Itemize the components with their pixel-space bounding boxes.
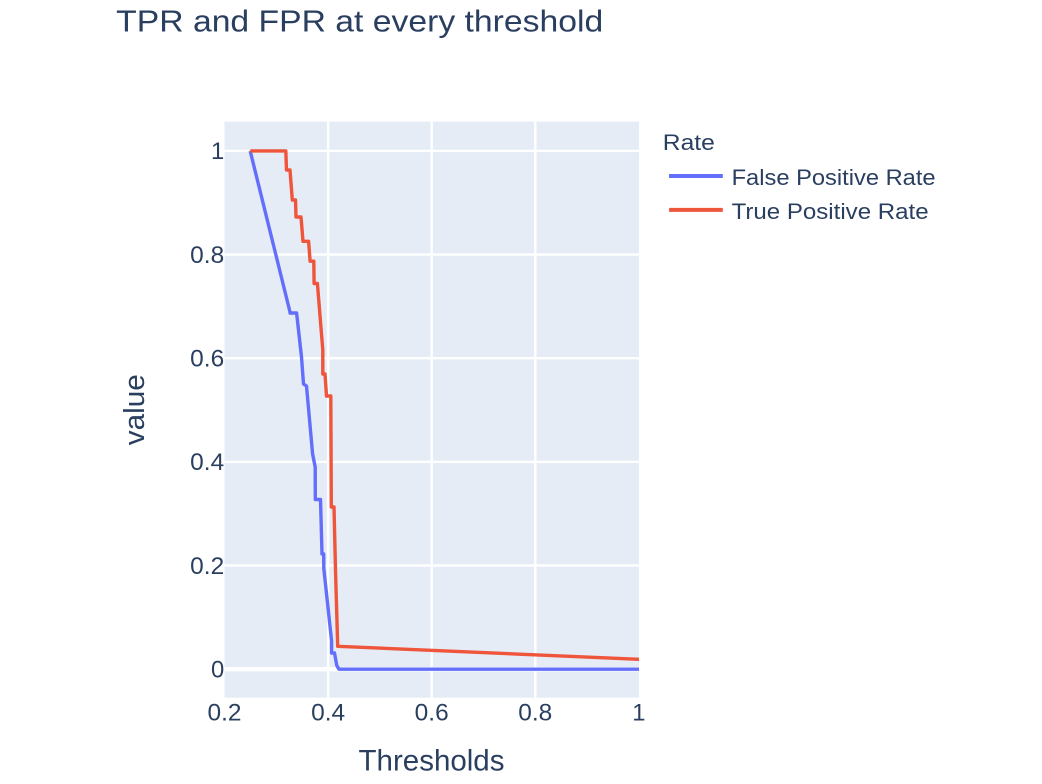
svg-text:False Positive Rate: False Positive Rate: [732, 165, 936, 190]
svg-text:0.4: 0.4: [311, 700, 345, 727]
svg-text:value: value: [119, 374, 151, 445]
svg-text:0: 0: [211, 657, 224, 684]
svg-text:0.2: 0.2: [190, 553, 224, 580]
svg-text:Rate: Rate: [663, 130, 715, 155]
svg-text:0.2: 0.2: [208, 700, 242, 727]
svg-text:TPR and FPR at every threshold: TPR and FPR at every threshold: [116, 5, 603, 39]
svg-text:0.6: 0.6: [190, 346, 224, 373]
svg-text:0.4: 0.4: [190, 449, 224, 476]
svg-text:1: 1: [211, 138, 224, 165]
svg-text:0.8: 0.8: [518, 700, 552, 727]
svg-text:1: 1: [632, 700, 645, 727]
svg-text:0.6: 0.6: [415, 700, 449, 727]
svg-text:0.8: 0.8: [190, 242, 224, 269]
svg-text:True Positive Rate: True Positive Rate: [732, 199, 929, 224]
svg-text:Thresholds: Thresholds: [359, 745, 505, 778]
